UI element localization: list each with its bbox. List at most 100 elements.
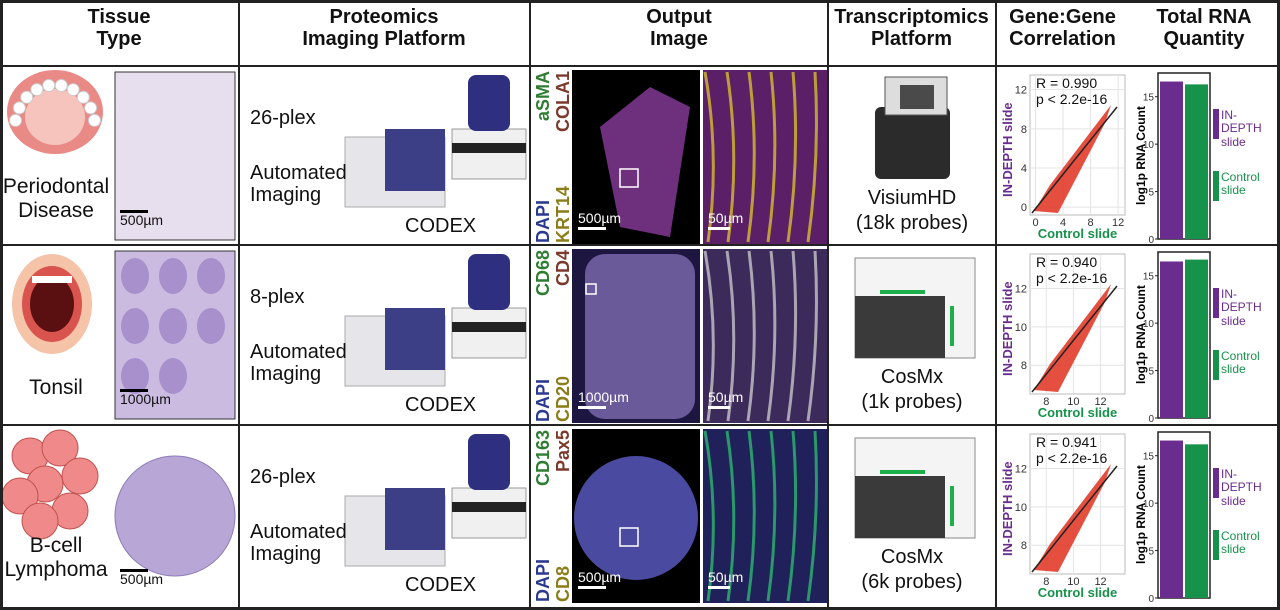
panel-texture	[806, 71, 818, 243]
tower	[468, 254, 510, 310]
tooth-icon	[8, 113, 22, 127]
marker-column: CD8 Pax5	[553, 430, 573, 602]
cosmx-stripe	[950, 486, 954, 526]
x-tick-label: 0	[1032, 217, 1038, 229]
x-tick-label: 10	[1067, 576, 1079, 588]
x-tick-label: 12	[1094, 396, 1106, 408]
y-tick-label: 4	[1021, 163, 1027, 175]
tower-band	[452, 322, 526, 332]
inset-box	[585, 283, 597, 295]
tower-base	[451, 487, 527, 539]
legend-swatch	[1213, 530, 1219, 560]
header-title-block: Tissue Type	[0, 6, 238, 51]
imaging-label: Automated	[250, 521, 347, 543]
bar	[1185, 84, 1208, 239]
row-rule	[0, 424, 1280, 426]
image-panel	[703, 249, 827, 423]
header-title: Image	[650, 28, 708, 51]
tooth-icon	[88, 113, 102, 127]
column-rule	[238, 0, 240, 610]
marker-label: DAPI	[533, 199, 553, 243]
follicle	[121, 358, 149, 394]
scale-bar	[120, 569, 148, 572]
marker-label: COLA1	[553, 71, 574, 133]
header-title-block: Output Image	[530, 6, 828, 51]
marker-label: CD4	[553, 250, 574, 287]
follicle	[121, 308, 149, 344]
marker-column: CD20 CD4	[553, 250, 573, 422]
palate-icon	[25, 89, 85, 145]
tooth-icon	[30, 83, 44, 97]
tooth-icon	[66, 83, 80, 97]
fit-line	[1031, 106, 1118, 214]
p-value: p < 2.2e-16	[1036, 450, 1108, 466]
follicle	[159, 358, 187, 394]
image-panel	[703, 70, 827, 244]
marker-label: aSMA	[533, 71, 553, 122]
y-tick-label: 12	[1015, 85, 1027, 97]
tissue-name-block: Periodontal Disease	[0, 175, 112, 222]
legend-label: Control slide	[1221, 529, 1260, 557]
scale-label: 1000µm	[120, 391, 171, 407]
header-title: Type	[96, 28, 142, 51]
cosmx-stripe	[880, 290, 925, 294]
r-value: R = 0.990	[1036, 75, 1098, 91]
follicle	[159, 308, 187, 344]
microscope-box	[385, 308, 445, 370]
scale-label: 50µm	[708, 569, 744, 585]
header-title: Gene:Gene	[1009, 6, 1116, 28]
tooth-icon	[20, 90, 34, 104]
y-tick-label: 5	[1148, 367, 1154, 378]
r-value: R = 0.941	[1036, 434, 1098, 450]
tissue-image	[114, 455, 236, 577]
panel-texture	[746, 71, 756, 243]
scale-bar	[578, 586, 606, 589]
x-tick-label: 8	[1043, 396, 1049, 408]
scale-bar	[578, 227, 606, 230]
tower-band	[452, 143, 526, 153]
marker-label: CD163	[533, 430, 553, 487]
y-tick-label: 5	[1148, 188, 1154, 199]
panel-texture	[766, 250, 777, 422]
scale-label: 50µm	[708, 210, 744, 226]
tissue-name: Tonsil	[29, 376, 83, 399]
y-axis-label: IN-DEPTH slide	[1000, 102, 1015, 198]
bar	[1185, 259, 1208, 418]
marker-column: DAPI CD68	[533, 250, 553, 422]
header-title: Quantity	[1163, 28, 1245, 51]
header-title-block: Total RNA Quantity	[1130, 6, 1278, 51]
image-panel	[703, 429, 827, 603]
imaging-label: Imaging	[250, 363, 322, 386]
platform-label: CODEX	[405, 215, 477, 237]
imaging-label: Automated	[250, 341, 347, 363]
tissue-signal	[600, 87, 690, 237]
tooth-icon	[84, 101, 98, 115]
x-tick-label: 12	[1112, 217, 1124, 229]
cell-icon	[21, 502, 59, 540]
header-title: Total RNA	[1156, 6, 1252, 28]
x-axis-label: Control slide	[1037, 226, 1118, 241]
header-title: Proteomics	[329, 6, 439, 28]
transcriptomics-name: CosMx	[880, 546, 944, 568]
row-rule	[0, 244, 1280, 246]
probes-label: (1k probes)	[861, 391, 963, 413]
scale-label: 50µm	[708, 389, 744, 405]
y-axis-label: log1p RNA Count	[1134, 285, 1148, 385]
imaging-label-block: Automated Imaging	[250, 162, 347, 207]
cosmx-front	[855, 296, 945, 358]
panel-texture	[786, 430, 798, 602]
probes-label: (18k probes)	[855, 212, 969, 234]
scale-label: 500µm	[120, 571, 164, 587]
column-rule	[529, 0, 531, 610]
y-tick-label: 12	[1015, 464, 1027, 476]
y-tick-label: 10	[1143, 140, 1155, 151]
y-tick-label: 10	[1015, 502, 1027, 514]
header-title: Imaging Platform	[302, 28, 466, 51]
panel-texture	[806, 250, 818, 422]
teeth-icon	[32, 276, 72, 283]
plex-label: 26-plex	[250, 466, 316, 488]
tissue-name-block: B-cell Lymphoma	[0, 534, 112, 581]
p-value: p < 2.2e-16	[1036, 270, 1108, 286]
imaging-label: Imaging	[250, 543, 322, 566]
